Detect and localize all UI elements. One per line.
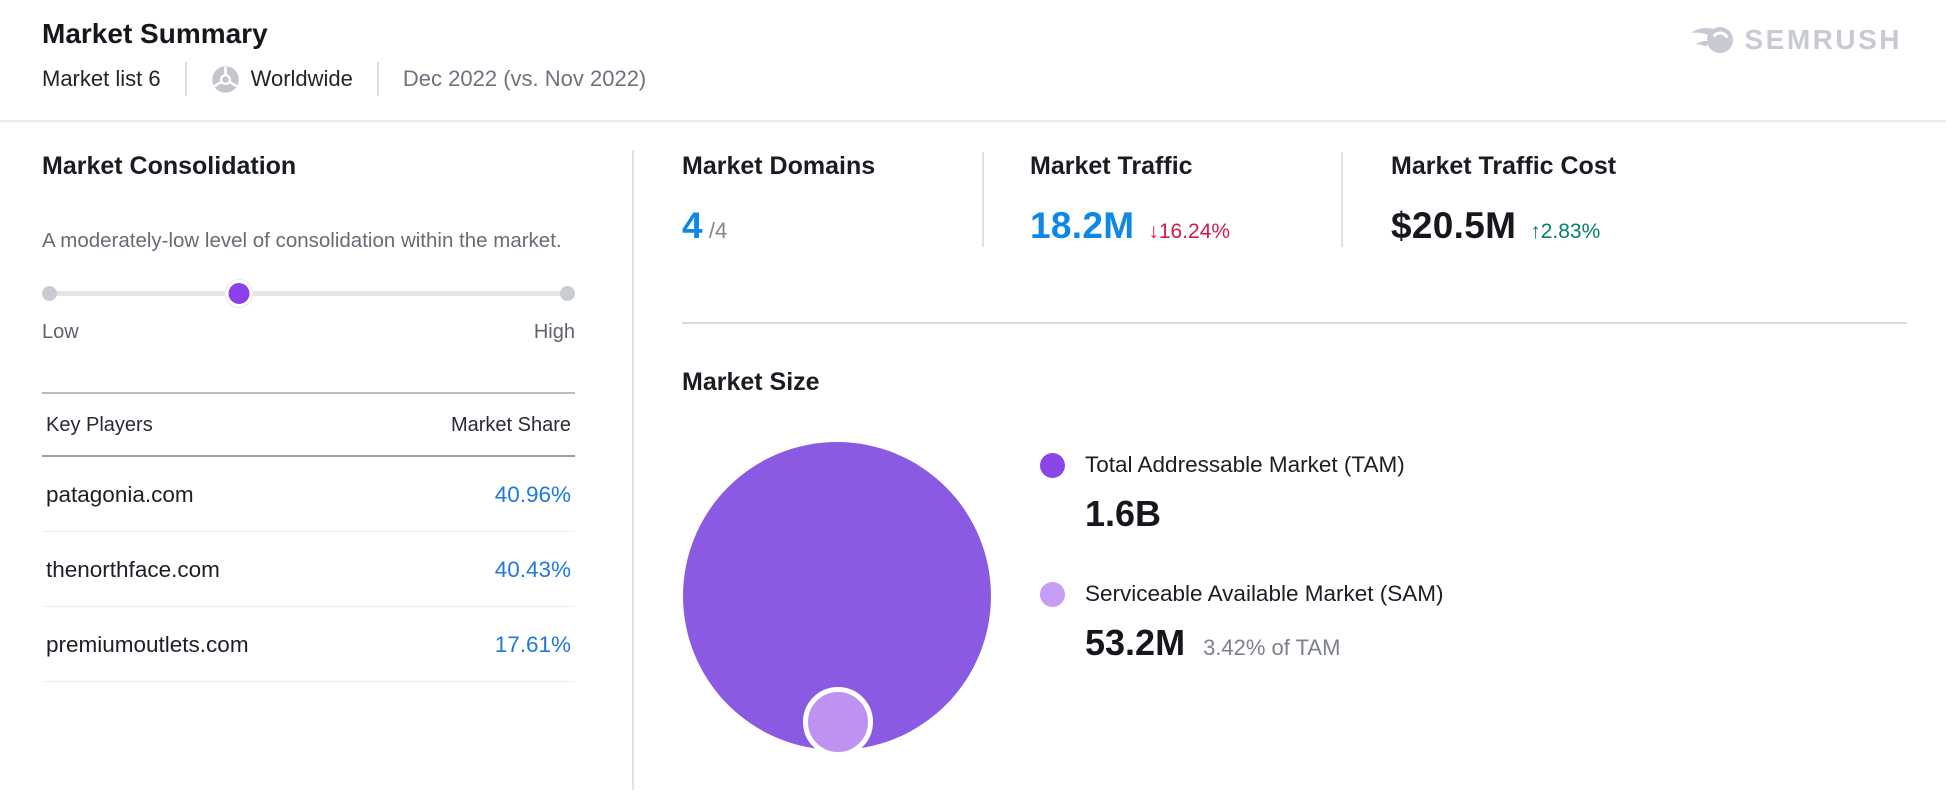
metric-label: Market Traffic <box>1030 152 1193 180</box>
table-row: thenorthface.com 40.43% <box>42 532 575 607</box>
market-traffic-cost-value: $20.5M <box>1391 205 1517 246</box>
sam-bubble[interactable] <box>803 687 873 757</box>
subheader-separator <box>376 62 379 96</box>
arrow-down-icon: ↓ <box>1148 220 1159 243</box>
consolidation-description: A moderately-low level of consolidation … <box>42 229 562 252</box>
market-domains-total: /4 <box>708 218 728 243</box>
sam-legend-label: Serviceable Available Market (SAM) <box>1085 581 1444 606</box>
key-players-table-header: Key Players Market Share <box>42 394 575 457</box>
subheader-separator <box>184 62 187 96</box>
metric-label: Market Domains <box>682 152 876 180</box>
region-label: Worldwide <box>250 66 353 91</box>
globe-icon <box>211 65 239 93</box>
player-market-share-link[interactable]: 17.61% <box>494 632 571 657</box>
sam-value: 53.2M <box>1085 622 1186 663</box>
market-traffic-delta: ↓16.24% <box>1148 220 1231 243</box>
player-domain: premiumoutlets.com <box>46 632 249 657</box>
metric-label: Market Traffic Cost <box>1391 152 1617 180</box>
sam-percent-of-tam: 3.42% of TAM <box>1203 635 1341 660</box>
market-size-legend: Total Addressable Market (TAM) 1.6B Serv… <box>1040 452 1443 664</box>
key-players-table: Key Players Market Share patagonia.com 4… <box>42 392 575 682</box>
market-domains-value: 4 <box>682 205 703 246</box>
consolidation-slider-track[interactable] <box>42 291 575 296</box>
market-traffic-value: 18.2M <box>1030 205 1135 246</box>
page-title: Market Summary <box>42 18 268 49</box>
region-selector: Worldwide <box>211 65 353 94</box>
panel-divider <box>632 150 634 790</box>
slider-low-endpoint <box>42 286 57 301</box>
market-traffic-cost-delta: ↑2.83% <box>1530 220 1601 243</box>
consolidation-slider[interactable] <box>42 280 575 307</box>
legend-item-tam: Total Addressable Market (TAM) 1.6B <box>1040 452 1443 535</box>
header-divider <box>0 120 1946 122</box>
tam-legend-dot-icon <box>1040 452 1065 478</box>
section-divider <box>682 322 1907 324</box>
key-players-column-header: Key Players <box>46 414 153 436</box>
tam-value: 1.6B <box>1085 493 1162 534</box>
market-list-label: Market list 6 <box>42 66 161 91</box>
tam-legend-label: Total Addressable Market (TAM) <box>1085 452 1405 477</box>
metric-market-domains: Market Domains 4 /4 <box>682 152 982 247</box>
semrush-logo-text: SEMRUSH <box>1744 24 1902 55</box>
semrush-comet-icon <box>1691 27 1734 53</box>
market-size-title: Market Size <box>682 368 820 396</box>
consolidation-slider-thumb[interactable] <box>225 280 253 307</box>
market-size-bubble-chart <box>660 428 1020 788</box>
player-market-share-link[interactable]: 40.43% <box>494 557 571 582</box>
player-market-share-link[interactable]: 40.96% <box>494 482 571 507</box>
metric-market-traffic-cost: Market Traffic Cost $20.5M ↑2.83% <box>1341 152 1821 247</box>
legend-item-sam: Serviceable Available Market (SAM) 53.2M… <box>1040 581 1443 664</box>
metric-market-traffic: Market Traffic 18.2M ↓16.24% <box>982 152 1341 247</box>
slider-high-endpoint <box>560 286 575 301</box>
market-share-column-header: Market Share <box>450 414 571 436</box>
report-subheader: Market list 6 Worldwide Dec 2022 (vs. No… <box>42 58 646 100</box>
slider-labels: Low High <box>42 321 575 344</box>
table-row: patagonia.com 40.96% <box>42 457 575 532</box>
market-consolidation-panel: Market Consolidation A moderately-low le… <box>42 152 575 682</box>
player-domain: thenorthface.com <box>46 557 220 582</box>
consolidation-title: Market Consolidation <box>42 152 297 180</box>
arrow-up-icon: ↑ <box>1530 220 1541 243</box>
table-row: premiumoutlets.com 17.61% <box>42 607 575 682</box>
sam-legend-dot-icon <box>1040 581 1065 607</box>
slider-low-label: Low <box>42 321 79 343</box>
player-domain: patagonia.com <box>46 482 194 507</box>
market-metrics-row: Market Domains 4 /4 Market Traffic 18.2M… <box>682 152 1821 247</box>
period-label: Dec 2022 (vs. Nov 2022) <box>402 66 647 91</box>
slider-high-label: High <box>533 321 575 343</box>
semrush-logo: SEMRUSH <box>1690 22 1902 58</box>
